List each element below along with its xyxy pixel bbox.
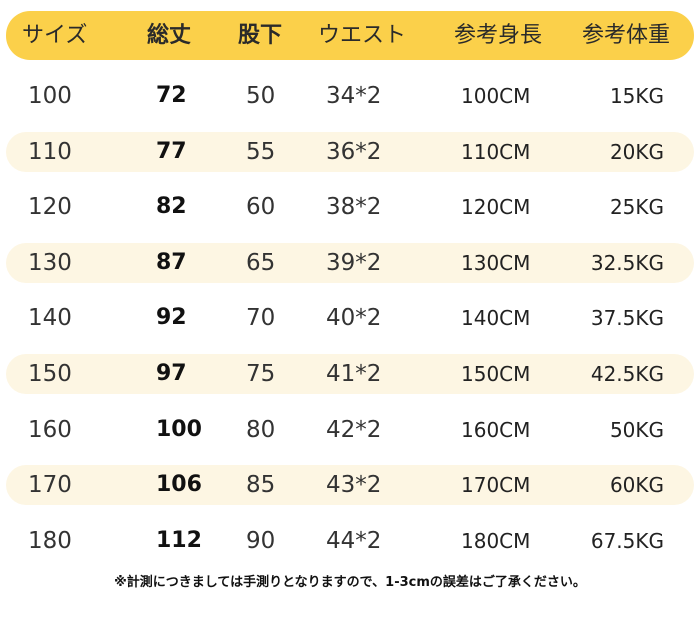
cell-waist: 42*2	[326, 417, 382, 443]
cell-waist: 38*2	[326, 194, 382, 220]
cell-inseam: 65	[246, 250, 276, 276]
cell-inseam: 75	[246, 361, 276, 387]
cell-weight: 37.5KG	[590, 306, 664, 330]
table-row: 180 112 90 44*2 180CM 67.5KG	[6, 521, 694, 561]
cell-waist: 43*2	[326, 472, 382, 498]
cell-height: 110CM	[461, 140, 531, 164]
cell-weight: 50KG	[609, 418, 664, 442]
table-header: サイズ 総丈 股下 ウエスト 参考身長 参考体重	[6, 11, 694, 60]
cell-inseam: 50	[246, 83, 276, 109]
table-row: 110 77 55 36*2 110CM 20KG	[6, 132, 694, 172]
cell-waist: 36*2	[326, 139, 382, 165]
cell-inseam: 85	[246, 472, 276, 498]
cell-weight: 32.5KG	[590, 251, 664, 275]
cell-weight: 15KG	[609, 84, 664, 108]
cell-size: 110	[28, 139, 72, 165]
cell-height: 180CM	[461, 529, 531, 553]
cell-size: 180	[28, 528, 72, 554]
header-inseam: 股下	[238, 23, 283, 48]
header-size: サイズ	[22, 23, 88, 48]
cell-length: 100	[156, 417, 202, 442]
cell-height: 170CM	[461, 473, 531, 497]
table-row: 170 106 85 43*2 170CM 60KG	[6, 465, 694, 505]
table-row: 130 87 65 39*2 130CM 32.5KG	[6, 243, 694, 283]
cell-length: 106	[156, 472, 202, 497]
cell-weight: 20KG	[609, 140, 664, 164]
table-row: 120 82 60 38*2 120CM 25KG	[6, 187, 694, 227]
cell-size: 160	[28, 417, 72, 443]
measurement-note: ※計測につきましては手測りとなりますので、1-3cmの誤差はご了承ください。	[114, 575, 586, 590]
cell-inseam: 90	[246, 528, 276, 554]
cell-length: 97	[156, 361, 187, 386]
cell-waist: 41*2	[326, 361, 382, 387]
cell-weight: 25KG	[609, 195, 664, 219]
cell-size: 130	[28, 250, 72, 276]
cell-length: 72	[156, 83, 187, 108]
table-row: 150 97 75 41*2 150CM 42.5KG	[6, 354, 694, 394]
cell-height: 150CM	[461, 362, 531, 386]
header-waist: ウエスト	[318, 23, 407, 48]
cell-length: 112	[156, 528, 202, 553]
cell-waist: 40*2	[326, 305, 382, 331]
cell-size: 120	[28, 194, 72, 220]
cell-height: 140CM	[461, 306, 531, 330]
cell-inseam: 55	[246, 139, 276, 165]
cell-length: 87	[156, 250, 187, 275]
cell-waist: 39*2	[326, 250, 382, 276]
cell-length: 92	[156, 305, 187, 330]
table-row: 140 92 70 40*2 140CM 37.5KG	[6, 298, 694, 338]
header-length: 総丈	[147, 23, 192, 48]
cell-height: 130CM	[461, 251, 531, 275]
cell-weight: 60KG	[609, 473, 664, 497]
cell-size: 150	[28, 361, 72, 387]
cell-weight: 67.5KG	[590, 529, 664, 553]
cell-size: 100	[28, 83, 72, 109]
cell-size: 140	[28, 305, 72, 331]
cell-height: 160CM	[461, 418, 531, 442]
cell-length: 77	[156, 139, 187, 164]
header-height: 参考身長	[454, 23, 543, 48]
cell-inseam: 60	[246, 194, 276, 220]
cell-weight: 42.5KG	[590, 362, 664, 386]
cell-length: 82	[156, 194, 187, 219]
table-row: 100 72 50 34*2 100CM 15KG	[6, 76, 694, 116]
cell-size: 170	[28, 472, 72, 498]
table-row: 160 100 80 42*2 160CM 50KG	[6, 410, 694, 450]
header-weight: 参考体重	[582, 23, 671, 48]
cell-inseam: 80	[246, 417, 276, 443]
cell-height: 120CM	[461, 195, 531, 219]
cell-inseam: 70	[246, 305, 276, 331]
cell-height: 100CM	[461, 84, 531, 108]
cell-waist: 34*2	[326, 83, 382, 109]
cell-waist: 44*2	[326, 528, 382, 554]
